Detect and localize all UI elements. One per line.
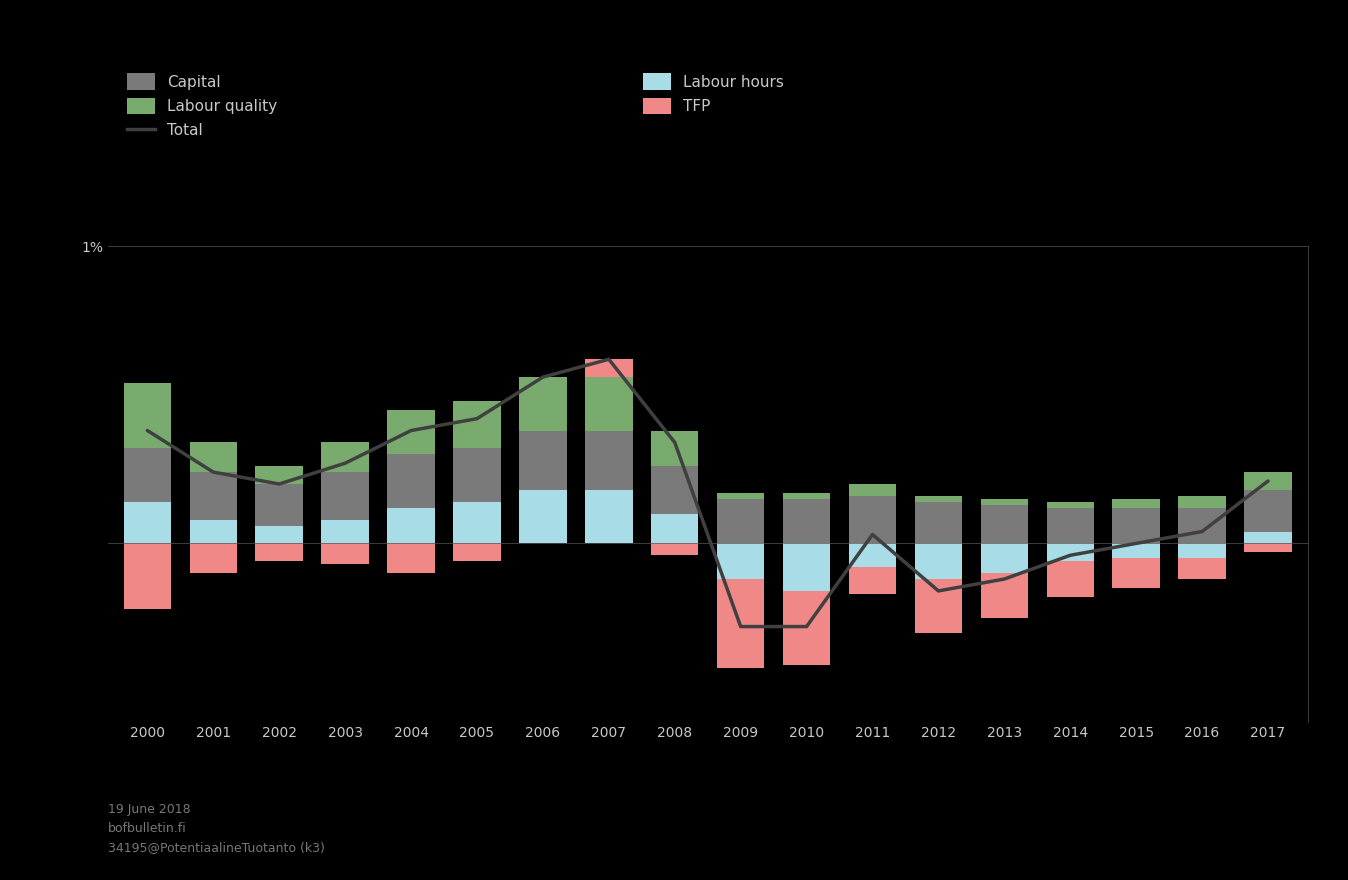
Bar bbox=[1178, 558, 1225, 579]
Bar bbox=[190, 443, 237, 472]
Bar bbox=[321, 443, 369, 472]
Bar bbox=[1046, 502, 1095, 508]
Bar bbox=[717, 579, 764, 668]
Bar bbox=[1112, 558, 1159, 588]
Bar bbox=[585, 490, 632, 543]
Bar bbox=[783, 493, 830, 499]
Bar bbox=[519, 490, 566, 543]
Bar bbox=[849, 484, 896, 496]
Bar bbox=[453, 543, 500, 561]
Bar bbox=[453, 401, 500, 448]
Bar bbox=[783, 591, 830, 665]
Bar bbox=[651, 514, 698, 543]
Bar bbox=[453, 502, 500, 543]
Bar bbox=[915, 543, 962, 579]
Bar bbox=[585, 430, 632, 490]
Bar bbox=[387, 410, 435, 454]
Bar bbox=[1178, 496, 1225, 508]
Bar bbox=[453, 449, 500, 502]
Bar bbox=[717, 493, 764, 499]
Bar bbox=[1046, 543, 1095, 561]
Bar bbox=[1244, 543, 1291, 553]
Bar bbox=[1178, 508, 1225, 543]
Bar bbox=[124, 502, 171, 543]
Bar bbox=[651, 430, 698, 466]
Bar bbox=[1112, 508, 1159, 543]
Bar bbox=[321, 519, 369, 543]
Bar bbox=[387, 543, 435, 573]
Bar bbox=[387, 508, 435, 543]
Bar bbox=[321, 472, 369, 519]
Bar bbox=[1112, 543, 1159, 558]
Bar bbox=[190, 519, 237, 543]
Bar bbox=[585, 377, 632, 430]
Bar bbox=[783, 499, 830, 543]
Legend: Labour hours, TFP: Labour hours, TFP bbox=[643, 73, 785, 114]
Bar bbox=[256, 525, 303, 543]
Bar bbox=[1244, 472, 1291, 490]
Bar bbox=[980, 543, 1029, 573]
Text: 19 June 2018
bofbulletin.fi
34195@PotentiaalineTuotanto (k3): 19 June 2018 bofbulletin.fi 34195@Potent… bbox=[108, 803, 325, 854]
Bar bbox=[1046, 561, 1095, 597]
Bar bbox=[980, 499, 1029, 505]
Bar bbox=[519, 430, 566, 490]
Bar bbox=[387, 454, 435, 508]
Bar bbox=[849, 567, 896, 594]
Bar bbox=[519, 377, 566, 430]
Bar bbox=[915, 502, 962, 543]
Bar bbox=[585, 359, 632, 377]
Bar bbox=[1112, 499, 1159, 508]
Bar bbox=[1244, 532, 1291, 543]
Bar bbox=[190, 543, 237, 573]
Bar bbox=[256, 543, 303, 561]
Bar bbox=[717, 499, 764, 543]
Bar bbox=[915, 496, 962, 502]
Bar bbox=[651, 543, 698, 555]
Bar bbox=[124, 383, 171, 448]
Bar bbox=[256, 484, 303, 525]
Bar bbox=[849, 543, 896, 567]
Bar bbox=[1178, 543, 1225, 558]
Bar bbox=[124, 449, 171, 502]
Bar bbox=[651, 466, 698, 514]
Bar bbox=[256, 466, 303, 484]
Bar bbox=[190, 472, 237, 519]
Bar bbox=[980, 505, 1029, 543]
Bar bbox=[849, 496, 896, 543]
Bar bbox=[1046, 508, 1095, 543]
Bar bbox=[717, 543, 764, 579]
Bar bbox=[1244, 490, 1291, 532]
Bar bbox=[915, 579, 962, 633]
Bar bbox=[783, 543, 830, 591]
Bar bbox=[980, 573, 1029, 618]
Bar bbox=[321, 543, 369, 564]
Bar bbox=[124, 543, 171, 609]
